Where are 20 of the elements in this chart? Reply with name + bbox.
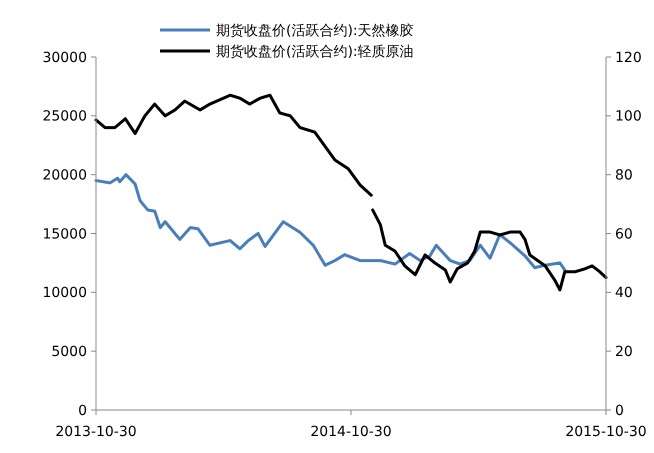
y2-tick-label: 120 [615,50,642,66]
x-tick-label: 2013-10-30 [55,424,137,440]
y-tick-label: 20000 [42,168,87,184]
legend-label: 期货收盘价(活跃合约):轻质原油 [216,44,414,60]
y-tick-label: 0 [78,402,87,419]
y-tick-label: 25000 [42,108,87,125]
y2-tick-label: 100 [615,108,642,125]
y2-tick-label: 20 [615,344,633,360]
y-tick-label: 15000 [42,226,87,242]
y-tick-label: 5000 [51,344,87,360]
y2-tick-label: 80 [615,168,633,184]
y-tick-label: 30000 [42,50,87,66]
y2-tick-label: 60 [615,226,633,242]
x-tick-label: 2014-10-30 [310,424,392,440]
y2-tick-label: 40 [615,285,633,302]
y2-tick-label: 0 [615,402,624,419]
line-series [94,173,566,272]
legend-label: 期货收盘价(活跃合约):天然橡胶 [216,22,414,39]
x-tick-label: 2015-10-30 [565,424,647,440]
y-tick-label: 10000 [42,285,87,302]
